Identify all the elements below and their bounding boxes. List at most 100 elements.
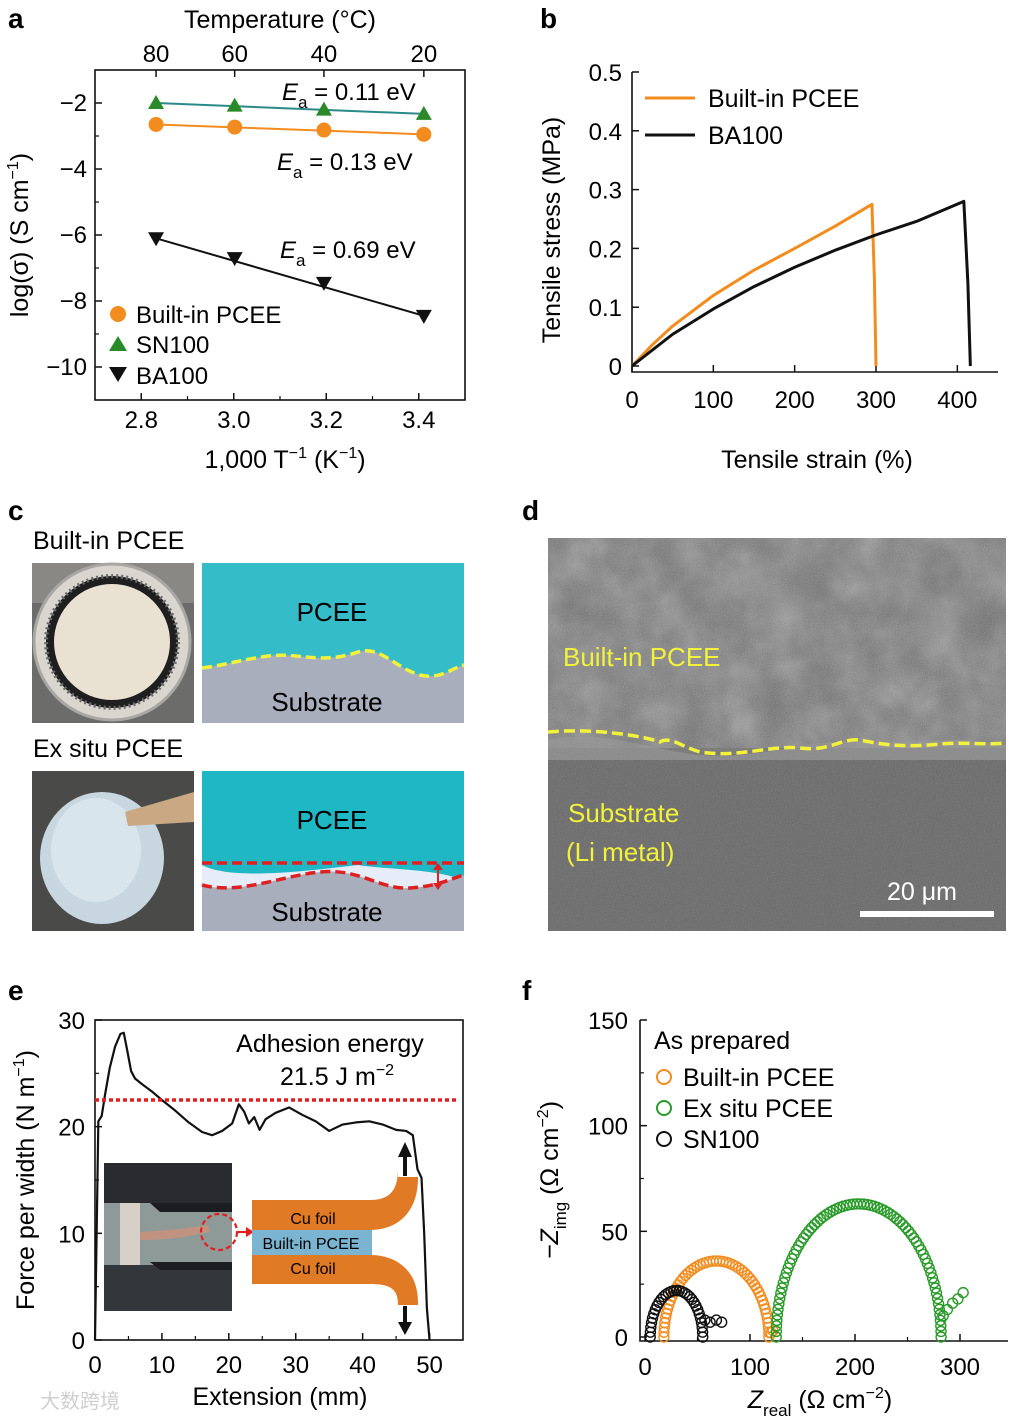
sem-label-built-in: Built-in PCEE bbox=[563, 642, 721, 672]
impedance-point bbox=[928, 1277, 940, 1289]
panel-f-axes bbox=[639, 1020, 1008, 1342]
y-tick-label: −2 bbox=[60, 90, 87, 117]
panel-b: b 0 100 200 300 400 0 0.1 0.2 0.3 0.4 0.5 Built-in… bbox=[538, 3, 998, 474]
data-point bbox=[416, 126, 432, 142]
inset-label-cu-foil-top: Cu foil bbox=[290, 1211, 335, 1228]
legend-label-f-ex-situ: Ex situ PCEE bbox=[683, 1095, 833, 1123]
y-tick-label: 0.5 bbox=[589, 60, 622, 87]
data-point bbox=[227, 119, 243, 135]
impedance-point bbox=[923, 1262, 935, 1274]
impedance-point bbox=[800, 1228, 812, 1241]
top-tick-label: 60 bbox=[221, 41, 248, 68]
inset-peel-schematic: Cu foil Built-in PCEE Cu foil bbox=[252, 1142, 418, 1335]
inset-zoom-ring bbox=[199, 1212, 239, 1252]
y-tick-label: 0 bbox=[72, 1328, 85, 1355]
impedance-point bbox=[772, 1303, 784, 1316]
data-point bbox=[148, 232, 165, 247]
panel-b-letter: b bbox=[540, 3, 557, 34]
panel-a-xlabel: 1,000 T−1 (K−1) bbox=[204, 445, 365, 474]
panel-a-data bbox=[148, 95, 432, 324]
panel-e-letter: e bbox=[8, 975, 24, 1006]
impedance-point bbox=[932, 1298, 945, 1310]
impedance-point bbox=[704, 1316, 716, 1328]
y-tick-label: −6 bbox=[60, 222, 87, 249]
impedance-point bbox=[773, 1298, 785, 1310]
panel-f-xlabel: Zreal (Ω cm−2) bbox=[747, 1385, 892, 1420]
y-tick-label: 10 bbox=[58, 1221, 85, 1248]
panel-c-bottom-title: Ex situ PCEE bbox=[33, 735, 183, 763]
panel-a-ea-011: Ea = 0.11 eV bbox=[282, 79, 416, 112]
photo-ex-situ-film bbox=[32, 771, 194, 931]
legend-label-f-sn100: SN100 bbox=[683, 1126, 759, 1154]
impedance-point bbox=[926, 1272, 939, 1284]
impedance-point bbox=[930, 1287, 943, 1299]
x-tick-label: 100 bbox=[693, 387, 733, 414]
panel-b-ylabel: Tensile stress (MPa) bbox=[538, 117, 566, 343]
panel-a-ylabel: log(σ) (S cm−1) bbox=[5, 153, 34, 317]
y-tick-label: 20 bbox=[58, 1115, 85, 1142]
panel-a-ticks: 2.8 3.0 3.2 3.4 −2 −4 −6 −8 −10 80 60 40 20 bbox=[46, 41, 437, 434]
fit-line bbox=[156, 102, 424, 115]
x-tick-label: 20 bbox=[215, 1352, 242, 1379]
x-tick-label: 0 bbox=[88, 1352, 101, 1379]
x-tick-label: 400 bbox=[937, 387, 977, 414]
panel-e-annotation-value: 21.5 J m−2 bbox=[280, 1062, 394, 1091]
impedance-point bbox=[710, 1314, 723, 1326]
x-tick-label: 300 bbox=[856, 387, 896, 414]
y-tick-label: −10 bbox=[46, 354, 87, 381]
sem-scale-bar bbox=[860, 911, 994, 917]
series-line bbox=[631, 199, 972, 368]
y-tick-label: 50 bbox=[601, 1219, 628, 1246]
impedance-point bbox=[805, 1221, 818, 1234]
impedance-point bbox=[780, 1267, 793, 1279]
schematic-ex-situ: PCEE Substrate bbox=[201, 771, 465, 931]
data-point bbox=[226, 252, 243, 267]
y-tick-label: 0 bbox=[615, 1325, 628, 1352]
force-curve bbox=[93, 1031, 431, 1341]
panel-a: a Temperature (°C) 2.8 3.0 3.2 3.4 −2 −4 −6 −8 −… bbox=[5, 3, 466, 474]
impedance-point bbox=[774, 1292, 786, 1305]
legend-marker-f-ex-situ bbox=[656, 1100, 672, 1116]
panel-a-legend: Built-in PCEE SN100 BA100 bbox=[109, 302, 281, 390]
panel-b-xlabel: Tensile strain (%) bbox=[721, 446, 913, 474]
fit-line bbox=[155, 237, 425, 317]
y-tick-label: 30 bbox=[58, 1008, 85, 1035]
legend-label-sn100: SN100 bbox=[136, 332, 209, 359]
x-tick-label: 0 bbox=[625, 387, 638, 414]
legend-label-f-built-in: Built-in PCEE bbox=[683, 1064, 834, 1092]
impedance-point bbox=[931, 1292, 944, 1305]
x-tick-label: 2.8 bbox=[125, 407, 158, 434]
legend-marker-sn100 bbox=[109, 336, 127, 351]
inset-label-cu-foil-bottom: Cu foil bbox=[290, 1261, 335, 1278]
panel-f-ylabel: −Zimg (Ω cm−2) bbox=[535, 1101, 570, 1259]
top-tick-label: 80 bbox=[143, 41, 170, 68]
layer-pcee-bottom: PCEE bbox=[297, 805, 368, 835]
y-tick-label: −4 bbox=[60, 156, 87, 183]
data-point bbox=[226, 97, 243, 112]
y-tick-label: 0.3 bbox=[589, 178, 622, 205]
impedance-point bbox=[779, 1272, 791, 1284]
impedance-point bbox=[771, 1314, 783, 1327]
y-tick-label: 0.2 bbox=[589, 236, 622, 263]
panel-a-top-axis-label: Temperature (°C) bbox=[184, 6, 376, 34]
panel-a-ea-013: Ea = 0.13 eV bbox=[277, 149, 413, 182]
x-tick-label: 10 bbox=[149, 1352, 176, 1379]
y-tick-label: −8 bbox=[60, 288, 87, 315]
impedance-point bbox=[685, 1264, 697, 1277]
x-tick-label: 100 bbox=[730, 1354, 770, 1381]
legend-marker-f-built-in bbox=[656, 1069, 672, 1085]
sem-image bbox=[548, 538, 1006, 931]
impedance-point bbox=[770, 1331, 782, 1343]
panel-b-legend: Built-in PCEE BA100 bbox=[645, 85, 859, 150]
impedance-point bbox=[803, 1225, 815, 1237]
panel-e-xlabel: Extension (mm) bbox=[192, 1383, 367, 1411]
panel-a-ea-069: Ea = 0.69 eV bbox=[280, 237, 416, 270]
x-tick-label: 200 bbox=[835, 1354, 875, 1381]
legend-marker-ba100 bbox=[109, 367, 127, 382]
data-point bbox=[315, 276, 332, 291]
top-tick-label: 20 bbox=[410, 41, 437, 68]
panel-d: d Built-in PCEE Substrate (Li metal) 20 … bbox=[522, 495, 1007, 931]
impedance-point bbox=[897, 1218, 909, 1231]
inset-label-pcee: Built-in PCEE bbox=[263, 1236, 360, 1253]
top-tick-label: 40 bbox=[311, 41, 338, 68]
